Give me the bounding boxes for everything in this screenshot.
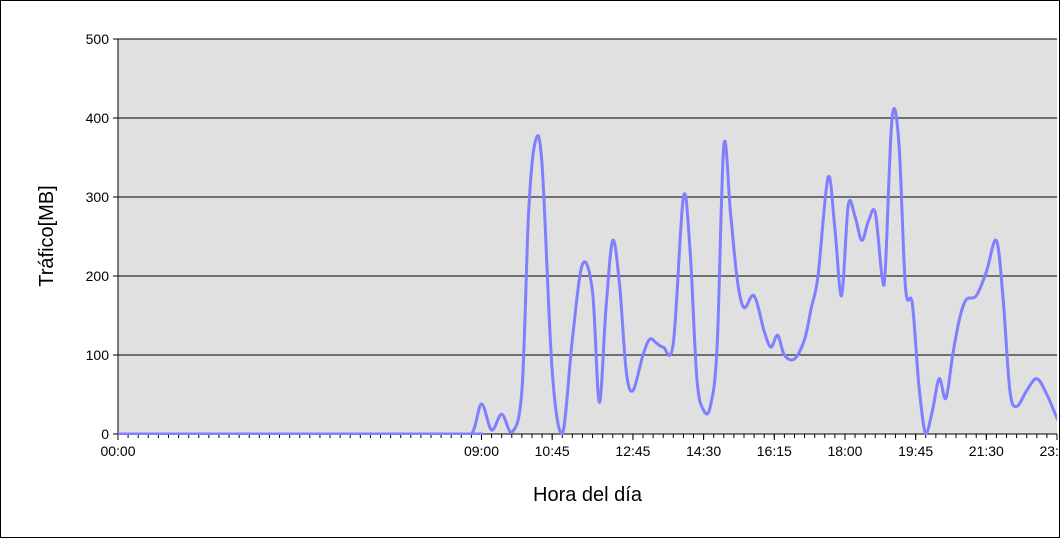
x-tick-label: 19:45 [898,443,933,459]
series-layer [118,106,1057,435]
gridlines [118,38,1057,356]
y-tick-label: 0 [101,426,109,442]
x-tick-label: 21:30 [969,443,1004,459]
y-axis-title: Tráfico[MB] [36,185,58,287]
x-tick-label: 10:45 [535,443,570,459]
y-tick-label: 100 [86,347,110,363]
x-tick-label: 12:45 [615,443,650,459]
y-tick-label: 500 [86,31,110,47]
y-tick-label: 300 [86,189,110,205]
x-tick-label: 16:15 [757,443,792,459]
x-tick-label: 18:00 [827,443,862,459]
y-tick-label: 200 [86,268,110,284]
y-tick-label: 400 [86,110,110,126]
plot-area [118,39,1057,434]
x-tick-label: 23:15 [1039,443,1059,459]
x-tick-label: 14:30 [686,443,721,459]
x-tick-label: 00:00 [100,443,135,459]
x-axis-title: Hora del día [533,484,643,506]
tick-labels: 0 100 200 300 400 500 00:00 09:00 10:45 12:45 14:3… [86,31,1059,459]
x-tick-label: 09:00 [464,443,499,459]
series-line-0 [118,106,1057,435]
